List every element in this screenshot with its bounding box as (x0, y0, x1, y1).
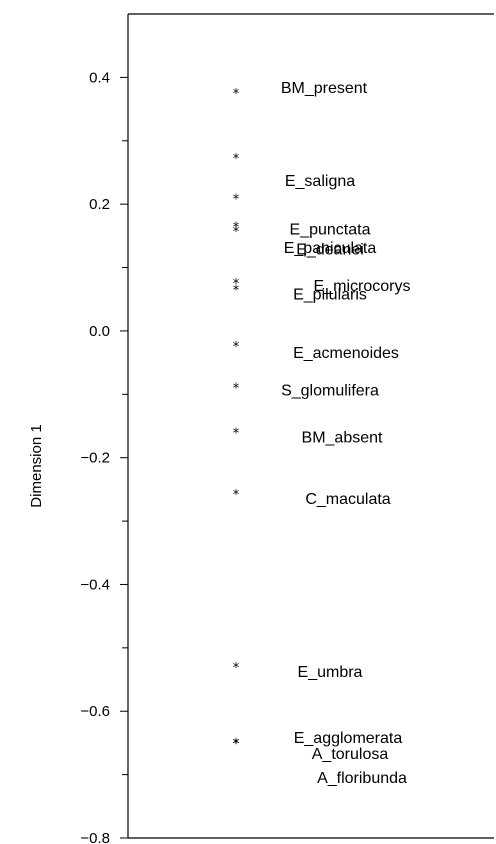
data-point-marker: * (233, 737, 240, 752)
point-label: E_deanei (296, 241, 364, 258)
y-tick-label: −0.4 (80, 576, 110, 593)
y-tick-label: 0.4 (89, 69, 110, 86)
y-tick-label: −0.8 (80, 830, 110, 844)
point-label: E_microcorys (314, 278, 411, 295)
plot-axes (127, 13, 494, 839)
data-point-marker: * (233, 381, 240, 396)
y-tick-label: −0.6 (80, 703, 110, 720)
point-label: A_floribunda (317, 770, 407, 787)
y-axis-ticks: 0.4 0.2 0.0 −0.2 −0.4 −0.6 −0.8 (80, 69, 128, 844)
data-point-marker: * (233, 737, 240, 752)
data-point-marker: * (233, 737, 240, 752)
point-label: BM_absent (302, 429, 383, 446)
point-label: E_agglomerata (294, 730, 403, 747)
data-point-marker: * (233, 284, 240, 299)
y-axis-label: Dimension 1 (28, 424, 45, 507)
point-label: S_glomulifera (281, 382, 379, 399)
point-label: C_maculata (305, 491, 390, 508)
data-point-marker: * (233, 488, 240, 503)
data-point-marker: * (233, 192, 240, 207)
data-point-marker: * (233, 277, 240, 292)
data-point-marker: * (233, 152, 240, 167)
data-points: *************** (233, 87, 240, 752)
y-tick-label: 0.2 (89, 196, 110, 213)
point-label: E_pilularis (293, 287, 367, 304)
y-tick-label: 0.0 (89, 323, 110, 340)
point-label: E_saligna (285, 173, 355, 190)
data-point-marker: * (233, 220, 240, 235)
point-label: E_umbra (298, 664, 363, 681)
point-label: E_paniculata (284, 240, 377, 257)
point-label: A_torulosa (312, 746, 389, 763)
data-point-marker: * (233, 87, 240, 102)
y-tick-label: −0.2 (80, 450, 110, 467)
point-label: E_punctata (290, 221, 371, 238)
data-point-marker: * (233, 225, 240, 240)
point-labels: BM_present E_saligna E_deanei E_punctata E_p… (281, 80, 411, 787)
data-point-marker: * (233, 426, 240, 441)
point-label: E_acmenoides (293, 345, 399, 362)
data-point-marker: * (233, 340, 240, 355)
data-point-marker: * (233, 661, 240, 676)
point-label: BM_present (281, 80, 368, 97)
